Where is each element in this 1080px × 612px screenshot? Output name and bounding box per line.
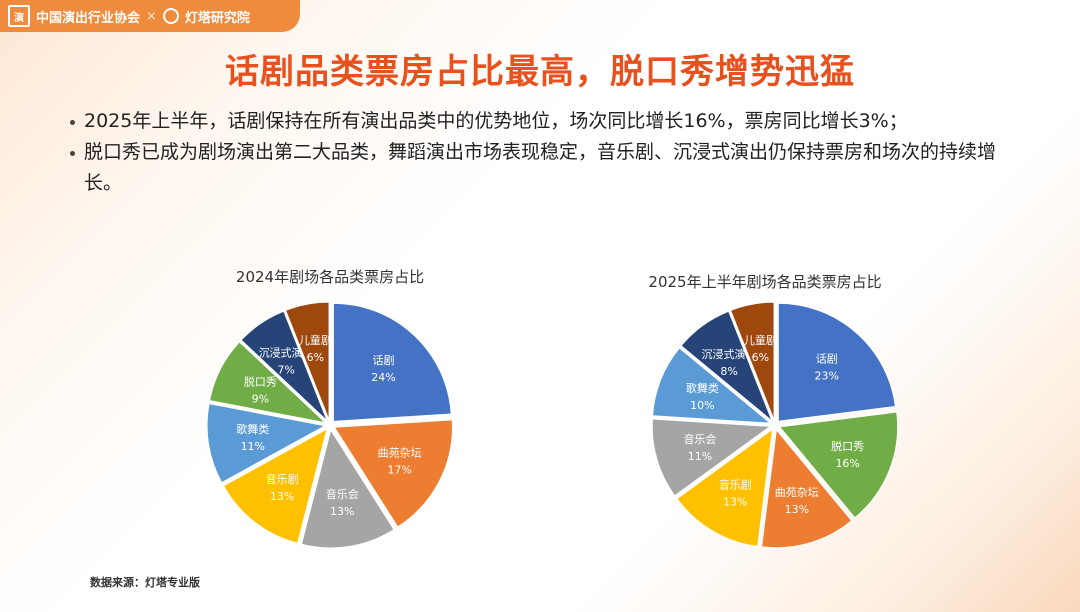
association-logo-text: 中国演出行业协会 (36, 10, 141, 26)
pie-slice (777, 302, 896, 422)
slice-label: 音乐会 (326, 487, 359, 501)
slice-label: 歌舞类 (686, 381, 719, 395)
slice-value-label: 17% (387, 463, 411, 476)
slice-value-label: 6% (752, 351, 769, 364)
pie-slice (652, 347, 772, 424)
slice-value-label: 7% (277, 363, 294, 376)
pie-slice (676, 428, 774, 547)
slice-value-label: 10% (690, 399, 714, 412)
slice-label: 脱口秀 (831, 439, 864, 453)
slice-value-label: 6% (307, 351, 324, 364)
slice-value-label: 13% (330, 505, 354, 518)
chart-title-2025h1: 2025年上半年剧场各品类票房占比 (648, 273, 882, 291)
slice-value-label: 8% (720, 365, 737, 378)
pie-slice (332, 302, 452, 422)
slice-value-label: 13% (270, 490, 294, 503)
slice-label: 沉浸式演出 (702, 347, 757, 361)
pie-slice (333, 419, 453, 528)
slice-label: 音乐会 (683, 432, 716, 446)
pie-slice (651, 418, 772, 497)
pie-slice (284, 301, 330, 421)
pie-slice (300, 428, 395, 549)
slice-value-label: 16% (835, 457, 859, 470)
lighthouse-icon (162, 8, 179, 24)
bullet-item: 脱口秀已成为剧场演出第二大品类，舞蹈演出市场表现稳定，音乐剧、沉浸式演出仍保持票… (68, 137, 1028, 199)
slice-label: 话剧 (373, 354, 395, 367)
slice-value-label: 11% (241, 440, 265, 453)
slice-label: 歌舞类 (236, 422, 269, 436)
pie-slice (240, 310, 328, 422)
slice-label: 曲苑杂坛 (775, 486, 819, 499)
pie-slice (778, 411, 899, 519)
data-source-note: 数据来源：灯塔专业版 (90, 576, 200, 589)
chart-title-2024: 2024年剧场各品类票房占比 (235, 268, 425, 286)
bullet-list: 2025年上半年，话剧保持在所有演出品类中的优势地位，场次同比增长16%，票房同… (68, 106, 1028, 199)
header-logo-bar: 演 中国演出行业协会 × 灯塔研究院 (0, 0, 300, 32)
pie-slice (206, 403, 327, 484)
slice-label: 话剧 (816, 352, 838, 365)
pie-slice (761, 428, 853, 549)
slice-value-label: 13% (723, 495, 747, 508)
pie-slice (729, 301, 775, 421)
pie-slice (680, 310, 773, 422)
slice-label: 沉浸式演出 (259, 345, 314, 359)
slice-value-label: 24% (371, 371, 395, 384)
slice-label: 曲苑杂坛 (378, 446, 422, 459)
slice-label: 儿童剧 (744, 333, 777, 347)
slice-value-label: 23% (814, 369, 838, 382)
slice-value-label: 13% (785, 503, 809, 516)
logo-separator: × (146, 8, 157, 24)
research-institute-logo-text: 灯塔研究院 (184, 10, 250, 26)
pie-slice (222, 427, 328, 544)
page-title: 话剧品类票房占比最高，脱口秀增势迅猛 (225, 52, 855, 92)
pie-chart-2025h1: 话剧 23% 脱口秀 16% 曲苑杂坛 13% 音乐剧 13% 音乐会 11% 歌舞类 10% 沉浸式演… (651, 301, 899, 549)
pie-slice (209, 341, 328, 424)
pie-chart-2024: 话剧 24% 曲苑杂坛 17% 音乐会 13% 音乐剧 13% 歌舞类 11% 脱口秀 9% 沉浸式演出… (206, 301, 453, 549)
slice-label: 儿童剧 (299, 333, 332, 347)
slice-label: 音乐剧 (719, 477, 752, 491)
slice-value-label: 11% (688, 450, 712, 463)
slice-label: 脱口秀 (244, 375, 277, 389)
slice-label: 音乐剧 (266, 472, 299, 486)
association-seal-icon: 演 (8, 5, 30, 27)
slice-value-label: 9% (252, 393, 269, 406)
bullet-item: 2025年上半年，话剧保持在所有演出品类中的优势地位，场次同比增长16%，票房同… (68, 106, 1028, 137)
